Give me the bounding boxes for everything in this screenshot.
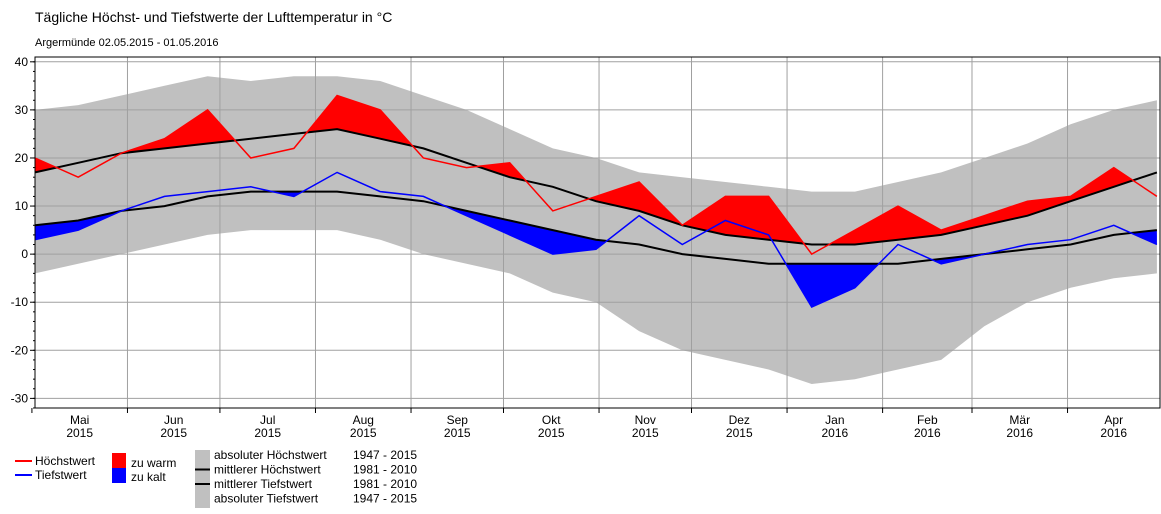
x-tick-label: Mär — [1009, 413, 1030, 427]
x-tick-label: Jan — [825, 413, 844, 427]
x-tick-year: 2015 — [350, 426, 377, 440]
x-tick-label: Apr — [1104, 413, 1123, 427]
x-tick-year: 2015 — [444, 426, 471, 440]
y-tick-label: 40 — [15, 55, 29, 69]
legend-period: 1947 - 2015 — [353, 492, 417, 506]
plot-frame — [34, 56, 1161, 409]
legend-period: 1981 - 2010 — [353, 463, 417, 477]
legend-period: 1981 - 2010 — [353, 477, 417, 491]
x-tick-label: Okt — [542, 413, 561, 427]
legend-label: Tiefstwert — [35, 468, 87, 482]
x-tick-label: Sep — [447, 413, 469, 427]
legend-label: absoluter Tiefstwert — [214, 492, 319, 506]
legend-label: zu kalt — [131, 470, 166, 484]
x-tick-year: 2015 — [632, 426, 659, 440]
series-line — [34, 128, 1158, 246]
legend-label: absoluter Höchstwert — [214, 448, 327, 462]
y-tick-label: -10 — [11, 295, 29, 309]
y-tick-label: 20 — [15, 151, 29, 165]
x-tick-label: Jun — [164, 413, 183, 427]
y-tick-label: -20 — [11, 343, 29, 357]
legend-swatch — [112, 468, 126, 483]
x-tick-year: 2015 — [726, 426, 753, 440]
x-tick-year: 2016 — [1006, 426, 1033, 440]
x-tick-year: 2015 — [66, 426, 93, 440]
y-tick-label: -30 — [11, 391, 29, 405]
legend-label: mittlerer Höchstwert — [214, 463, 321, 477]
legend-label: mittlerer Tiefstwert — [214, 477, 313, 491]
x-tick-year: 2016 — [1100, 426, 1127, 440]
legend-label: zu warm — [131, 456, 176, 470]
x-tick-label: Nov — [635, 413, 656, 427]
chart-subtitle: Argermünde 02.05.2015 - 01.05.2016 — [35, 37, 218, 49]
series-line — [34, 171, 1158, 308]
legend-period: 1947 - 2015 — [353, 448, 417, 462]
x-tick-year: 2016 — [821, 426, 848, 440]
x-tick-year: 2015 — [160, 426, 187, 440]
legend-swatch — [112, 453, 126, 468]
y-tick-label: 30 — [15, 103, 29, 117]
y-tick-label: 0 — [21, 247, 28, 261]
x-tick-year: 2015 — [538, 426, 565, 440]
x-tick-label: Jul — [260, 413, 275, 427]
series-line — [34, 190, 1158, 265]
x-tick-label: Mai — [70, 413, 89, 427]
y-tick-label: 10 — [15, 199, 29, 213]
x-tick-label: Feb — [917, 413, 938, 427]
x-tick-label: Aug — [353, 413, 374, 427]
legend-label: Höchstwert — [35, 454, 96, 468]
legend-swatch — [195, 450, 210, 508]
x-tick-year: 2016 — [914, 426, 941, 440]
x-tick-label: Dez — [729, 413, 750, 427]
series-line — [34, 94, 1158, 256]
x-tick-year: 2015 — [254, 426, 281, 440]
chart-title: Tägliche Höchst- und Tiefstwerte der Luf… — [35, 9, 392, 25]
